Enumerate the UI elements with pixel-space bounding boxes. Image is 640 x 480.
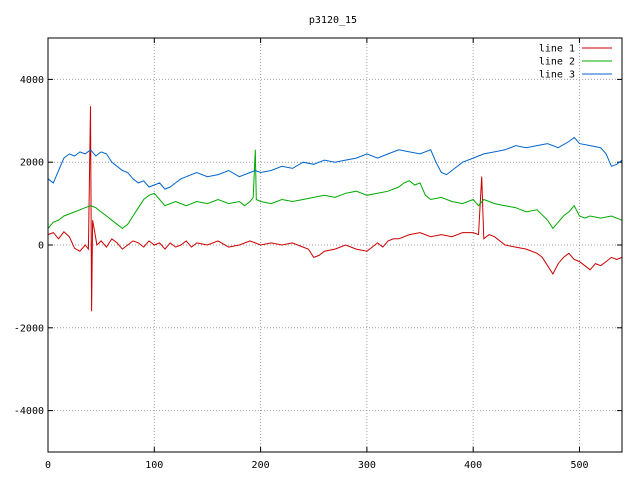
- x-tick-label: 100: [145, 460, 163, 471]
- legend-label: line 2: [539, 57, 575, 68]
- x-tick-label: 300: [358, 460, 376, 471]
- legend-label: line 3: [539, 70, 575, 81]
- grid-lines: [48, 38, 622, 452]
- y-tick-label: -2000: [14, 323, 44, 334]
- y-tick-label: 2000: [20, 158, 44, 169]
- x-tick-label: 400: [464, 460, 482, 471]
- x-tick-label: 500: [570, 460, 588, 471]
- x-tick-label: 200: [252, 460, 270, 471]
- legend-label: line 1: [539, 44, 575, 55]
- series-line-3: [47, 136, 623, 190]
- plot-frame: [47, 37, 623, 453]
- y-tick-label: -4000: [14, 406, 44, 417]
- chart-title: p3120_15: [309, 15, 357, 26]
- y-tick-label: 0: [38, 241, 44, 252]
- series-lines: [47, 106, 623, 312]
- x-tick-label: 0: [45, 460, 51, 471]
- series-line-1: [47, 106, 623, 312]
- legend: line 1 line 2 line 3: [539, 44, 612, 81]
- series-line-2: [47, 149, 623, 230]
- axis-ticks: 0 100 200 300 400 500 -4000 -2000 0 2000 4000: [14, 38, 622, 471]
- y-tick-label: 4000: [20, 75, 44, 86]
